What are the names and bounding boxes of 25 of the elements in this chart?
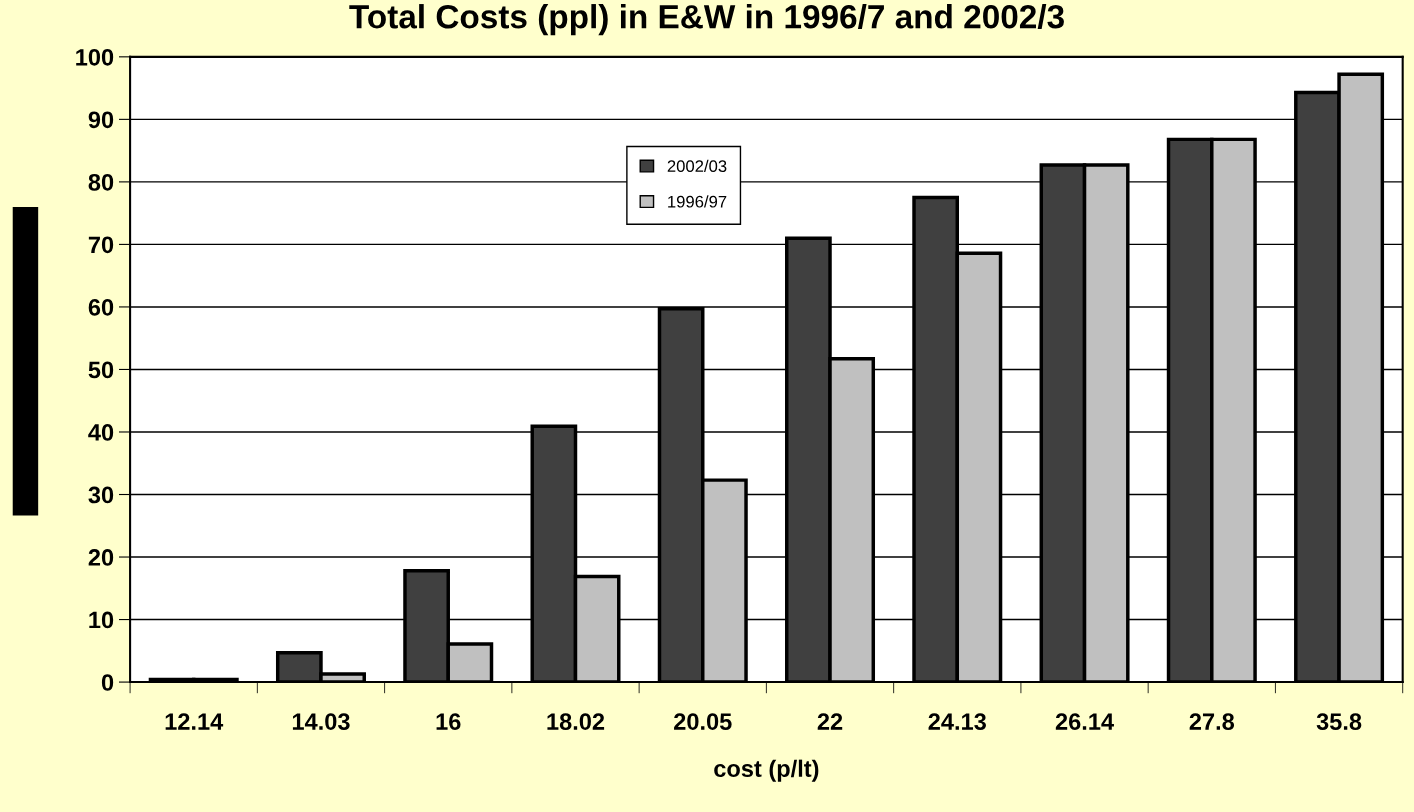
x-tick-label: 27.8 <box>1189 713 1235 730</box>
x-tick-label: 26.14 <box>1055 713 1114 730</box>
x-tick-label: 18.02 <box>547 713 605 730</box>
y-tick-label: 100 <box>76 48 114 66</box>
y-tick-label: 50 <box>88 361 114 379</box>
x-tick-label: 12.14 <box>165 713 224 730</box>
y-tick-label: 0 <box>101 674 114 691</box>
chart-title: Total Costs (ppl) in E&W in 1996/7 and 2002/3 <box>349 4 1064 36</box>
y-tick-label: 60 <box>88 299 114 316</box>
x-tick-label: 14.03 <box>292 713 350 731</box>
y-tick-label: 40 <box>88 424 114 441</box>
y-tick-label: 20 <box>88 549 114 566</box>
y-tick-label: 70 <box>88 236 114 254</box>
y-tick-label: 10 <box>89 611 114 629</box>
x-tick-label: 16 <box>436 713 461 730</box>
legend-label: 2002/03 <box>667 159 727 173</box>
x-axis-title: cost (p/lt) <box>714 759 819 782</box>
y-tick-label: 30 <box>88 486 114 504</box>
x-tick-label: 22 <box>817 713 843 730</box>
x-tick-label: 20.05 <box>674 713 732 730</box>
y-tick-label: 90 <box>88 111 114 129</box>
x-tick-label: 24.13 <box>928 713 986 731</box>
x-tick-label: 35.8 <box>1316 713 1362 731</box>
legend-label: 1996/97 <box>668 195 727 208</box>
y-tick-label: 80 <box>88 173 114 191</box>
